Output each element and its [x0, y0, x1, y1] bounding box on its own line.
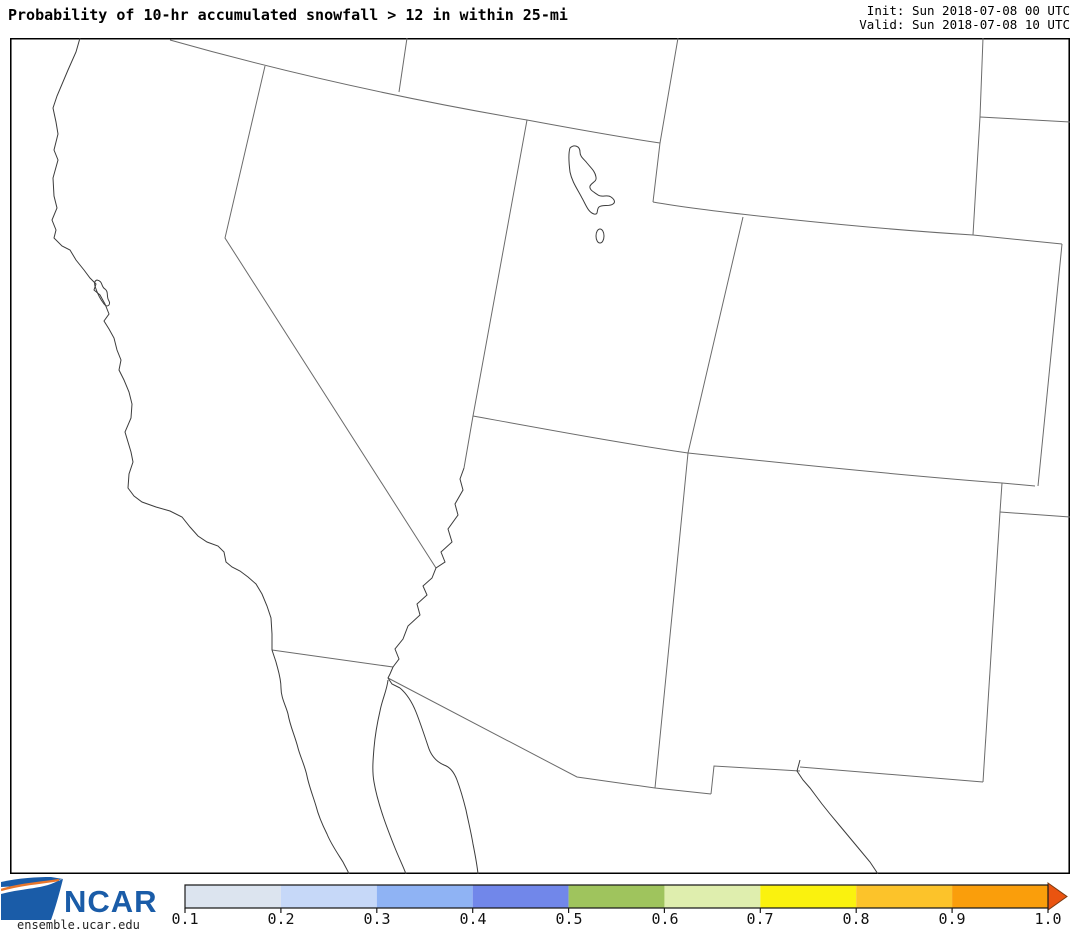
- border-newmexico-bootheel-mexico: [711, 766, 800, 794]
- border-oregon-idaho: [399, 38, 407, 92]
- great-salt-lake: [569, 146, 615, 214]
- colorbar-tick-label: 1.0: [1034, 910, 1062, 928]
- border-colorado-east-102w: [1038, 244, 1062, 486]
- colorbar-tick-label: 0.2: [267, 910, 295, 928]
- border-newmexico-south-32n: [800, 767, 983, 782]
- border-parallel-37n-ut-az-co-nm: [473, 416, 1035, 486]
- valid-time-label: Valid: Sun 2018-07-08 10 UTC: [859, 17, 1070, 32]
- site-url: ensemble.ucar.edu: [17, 918, 140, 932]
- forecast-map: [10, 38, 1070, 874]
- border-wyoming-east-104w: [973, 38, 983, 235]
- rio-grande: [797, 760, 878, 874]
- ncar-logo-icon: [1, 877, 63, 920]
- border-california-mexico: [272, 650, 393, 667]
- border-wyoming-south-41n: [653, 202, 1062, 244]
- colorbar-tick-label: 0.7: [746, 910, 774, 928]
- border-utah-colorado-az-nm-109w: [655, 217, 743, 788]
- border-nevada-utah-az-114w: [464, 120, 527, 468]
- colorbar-tick-label: 0.6: [651, 910, 679, 928]
- colorbar-ticks: [185, 908, 1048, 913]
- colorbar-tick-label: 0.9: [938, 910, 966, 928]
- map-frame: [11, 39, 1070, 874]
- border-arizona-mexico: [388, 678, 711, 794]
- colorbar-tick-label: 0.1: [171, 910, 199, 928]
- border-oklahoma-west-103w: [1000, 483, 1002, 512]
- coastline-california: [52, 38, 272, 650]
- ncar-logo-body: [1, 879, 63, 920]
- coastline-gulf-of-california-west: [373, 680, 406, 874]
- border-newmexico-texas-103w: [983, 512, 1000, 782]
- border-parallel-36-5n-tx-ok: [1000, 512, 1070, 517]
- colorbar-tick-label: 0.4: [459, 910, 487, 928]
- border-california-nevada: [225, 66, 436, 568]
- colorbar-segments: [185, 885, 1048, 908]
- coastline-sonora: [400, 688, 478, 874]
- colorbar-tick-label: 0.3: [363, 910, 391, 928]
- init-time-label: Init: Sun 2018-07-08 00 UTC: [866, 3, 1070, 18]
- ncar-logo-upper-band: [1, 877, 63, 887]
- probability-colorbar: [0, 880, 1080, 936]
- border-parallel-42n-or-nv-id-ut: [170, 40, 660, 143]
- ncar-logo-wordmark: NCAR: [64, 884, 158, 919]
- border-parallel-43n-sd: [980, 117, 1070, 122]
- colorado-river: [388, 468, 464, 688]
- colorbar-tick-label: 0.8: [842, 910, 870, 928]
- page-title: Probability of 10-hr accumulated snowfal…: [8, 6, 568, 24]
- coastline-baja-pacific: [272, 650, 349, 874]
- utah-lake: [596, 229, 604, 243]
- ncar-logo-orange-arc: [1, 880, 59, 890]
- colorbar-tick-label: 0.5: [555, 910, 583, 928]
- san-francisco-bay: [95, 280, 110, 306]
- run-info: Init: Sun 2018-07-08 00 UTC Valid: Sun 2…: [859, 4, 1070, 32]
- colorbar-arrow-greater-than-max: [1048, 883, 1067, 910]
- colorbar-outline: [185, 885, 1048, 908]
- border-idaho-wyoming-utah-111w: [653, 38, 678, 202]
